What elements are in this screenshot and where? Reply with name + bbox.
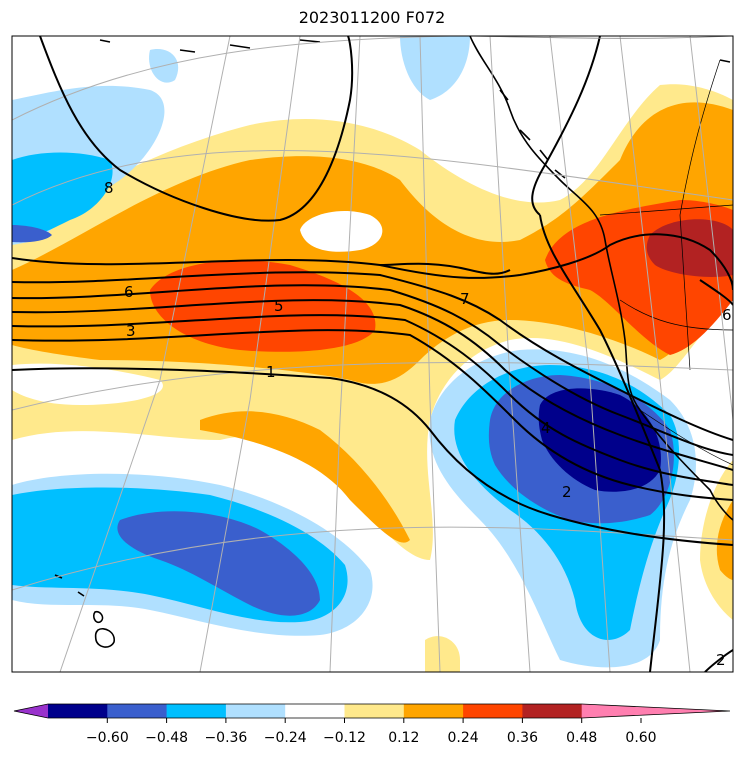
- colorbar-tick-label: 0.36: [507, 730, 538, 746]
- colorbar-swatch: [403, 704, 464, 718]
- colorbar-tick-labels: −0.60 −0.48 −0.36 −0.24 −0.12 0.12 0.24 …: [86, 730, 657, 746]
- contour-label: 1: [266, 363, 276, 381]
- contour-lines: [12, 36, 733, 672]
- colorbar-tick-label: 0.60: [625, 730, 656, 746]
- negative-anomaly-fill: [12, 36, 696, 668]
- colorbar-tick-label: 0.48: [566, 730, 597, 746]
- colorbar-tick-label: 0.12: [388, 730, 419, 746]
- contour-label: 4: [541, 419, 551, 437]
- colorbar-swatch: [14, 704, 48, 718]
- political-borders: [599, 59, 733, 466]
- colorbar-swatch: [344, 704, 405, 718]
- colorbar-tick-label: 0.24: [448, 730, 479, 746]
- contour-label: 5: [274, 297, 284, 315]
- colorbar-swatch: [107, 704, 168, 718]
- dark-red-anomaly-fill: [646, 219, 733, 277]
- colorbar-swatch: [285, 704, 345, 718]
- colorbar-swatch: [225, 704, 286, 718]
- colorbar-swatch: [522, 704, 583, 718]
- contour-label: 8: [104, 179, 114, 197]
- colorbar-outline: [13, 703, 731, 719]
- colorbar-swatch: [166, 704, 227, 718]
- contour-label-group: 8 6 5 3 1 7 4 2 6 2: [104, 179, 732, 669]
- map-frame: [11, 35, 734, 673]
- forecast-map: 8 6 5 3 1 7 4 2 6 2: [11, 35, 734, 673]
- colorbar-swatch: [463, 704, 523, 718]
- colorbar-swatch: [48, 704, 108, 718]
- colorbar-tick-label: −0.48: [145, 730, 188, 746]
- map-title: 2023011200 F072: [298, 8, 446, 27]
- colorbar-tick-label: −0.24: [264, 730, 307, 746]
- contour-label: 7: [460, 290, 470, 308]
- colorbar-tick-label: −0.60: [86, 730, 129, 746]
- contour-label: 6: [722, 306, 732, 324]
- contour-label: 3: [126, 322, 136, 340]
- colorbar-swatches: [13, 703, 731, 719]
- colorbar-swatch: [581, 704, 730, 718]
- colorbar-tick-label: −0.12: [323, 730, 366, 746]
- contour-label: 2: [716, 651, 726, 669]
- colorbar-tick-label: −0.36: [204, 730, 247, 746]
- contour-label: 2: [562, 483, 572, 501]
- contour-label: 6: [124, 283, 134, 301]
- colorbar-ticks: [106, 718, 642, 723]
